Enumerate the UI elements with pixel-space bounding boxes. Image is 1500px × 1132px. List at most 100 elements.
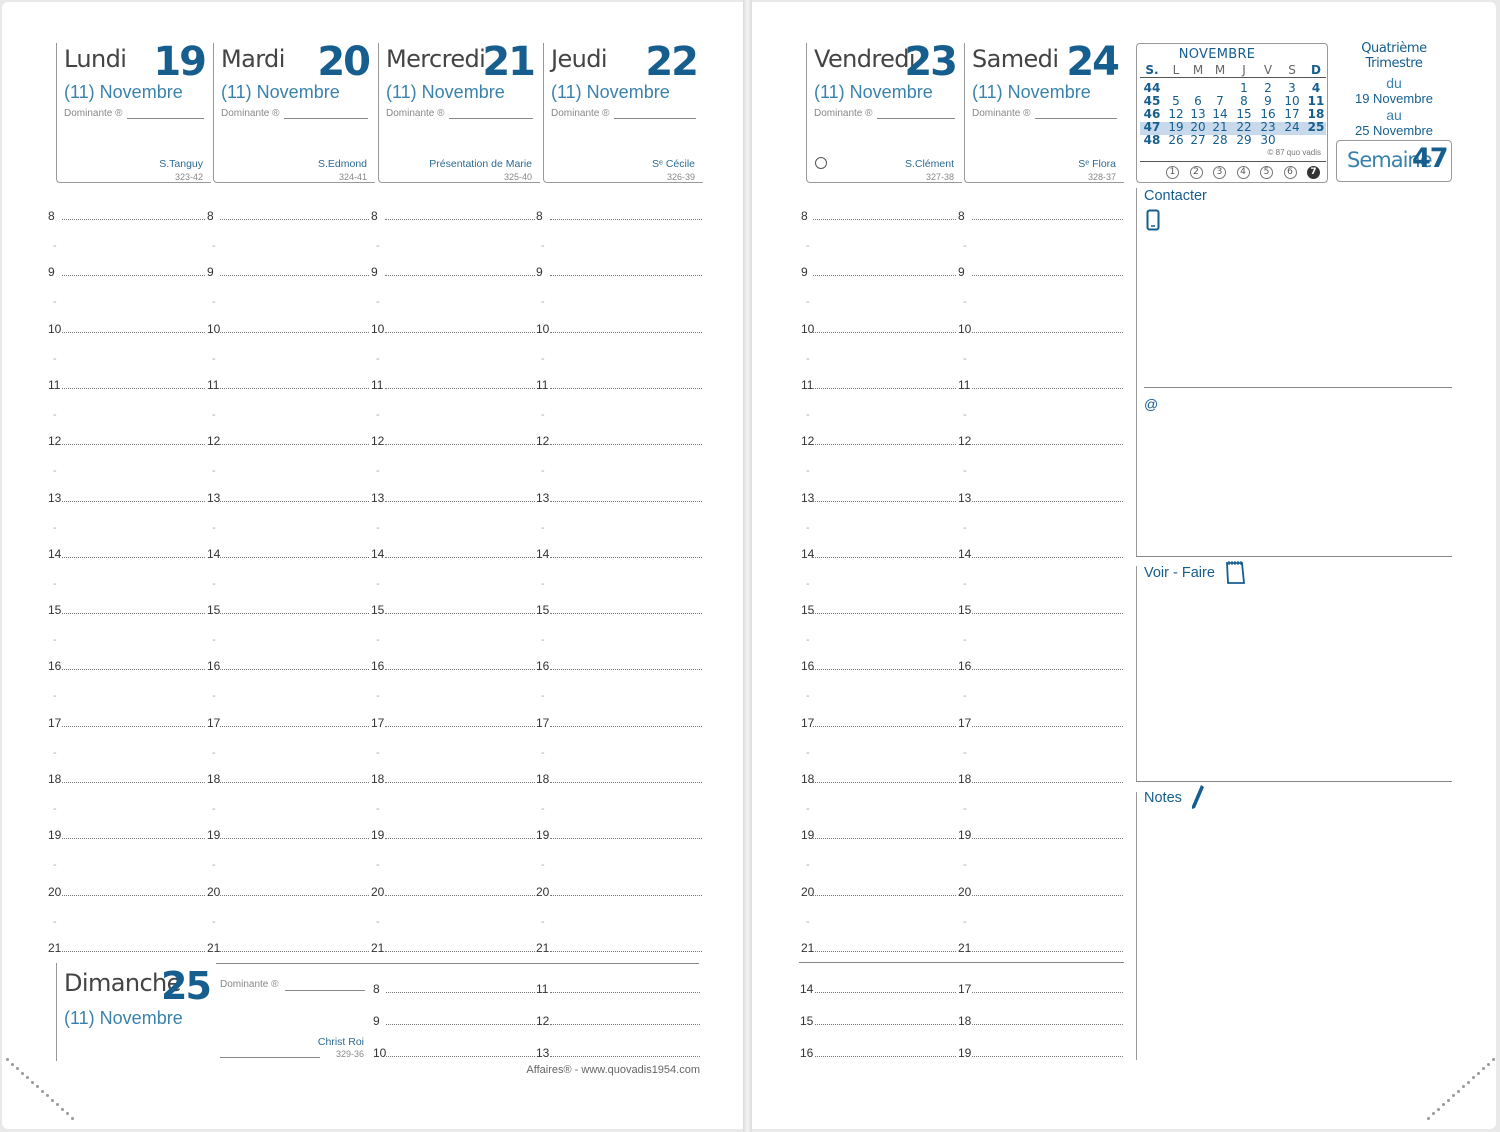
hour-line[interactable] bbox=[220, 613, 369, 614]
hour-line[interactable] bbox=[550, 838, 702, 839]
hour-line[interactable] bbox=[220, 669, 369, 670]
hour-line[interactable] bbox=[972, 951, 1123, 952]
hour-line[interactable] bbox=[813, 951, 956, 952]
short-hour-line[interactable] bbox=[386, 1024, 535, 1025]
calendar-day[interactable]: 13 bbox=[1190, 107, 1206, 121]
short-hour-line[interactable] bbox=[815, 992, 956, 993]
hour-line[interactable] bbox=[220, 501, 369, 502]
hour-line[interactable] bbox=[813, 332, 956, 333]
hour-line[interactable] bbox=[972, 895, 1123, 896]
short-hour-line[interactable] bbox=[550, 992, 700, 993]
hour-line[interactable] bbox=[972, 275, 1123, 276]
hour-line[interactable] bbox=[62, 895, 205, 896]
hour-line[interactable] bbox=[385, 782, 535, 783]
hour-line[interactable] bbox=[550, 388, 702, 389]
calendar-day[interactable]: 1 bbox=[1240, 81, 1248, 95]
hour-line[interactable] bbox=[385, 951, 535, 952]
hour-line[interactable] bbox=[385, 838, 535, 839]
calendar-day[interactable]: 19 bbox=[1168, 120, 1184, 134]
hour-line[interactable] bbox=[550, 895, 702, 896]
hour-line[interactable] bbox=[385, 895, 535, 896]
short-hour-line[interactable] bbox=[386, 1056, 535, 1057]
hour-line[interactable] bbox=[813, 895, 956, 896]
calendar-day[interactable]: 29 bbox=[1236, 133, 1252, 147]
hour-line[interactable] bbox=[220, 275, 369, 276]
hour-line[interactable] bbox=[385, 332, 535, 333]
calendar-day[interactable]: 8 bbox=[1240, 94, 1248, 108]
hour-line[interactable] bbox=[972, 669, 1123, 670]
hour-line[interactable] bbox=[972, 332, 1123, 333]
hour-line[interactable] bbox=[813, 613, 956, 614]
hour-line[interactable] bbox=[813, 557, 956, 558]
calendar-day[interactable]: 20 bbox=[1190, 120, 1206, 134]
hour-line[interactable] bbox=[813, 501, 956, 502]
calendar-day[interactable]: 6 bbox=[1194, 94, 1202, 108]
hour-line[interactable] bbox=[550, 557, 702, 558]
hour-line[interactable] bbox=[813, 444, 956, 445]
hour-line[interactable] bbox=[385, 275, 535, 276]
calendar-day[interactable]: 11 bbox=[1307, 94, 1325, 108]
hour-line[interactable] bbox=[385, 669, 535, 670]
hour-line[interactable] bbox=[62, 501, 205, 502]
hour-line[interactable] bbox=[220, 951, 369, 952]
hour-line[interactable] bbox=[550, 444, 702, 445]
hour-line[interactable] bbox=[972, 726, 1123, 727]
calendar-day[interactable]: 30 bbox=[1260, 133, 1276, 147]
hour-line[interactable] bbox=[220, 332, 369, 333]
hour-line[interactable] bbox=[62, 613, 205, 614]
calendar-day[interactable]: 9 bbox=[1264, 94, 1272, 108]
hour-line[interactable] bbox=[220, 782, 369, 783]
hour-line[interactable] bbox=[972, 613, 1123, 614]
hour-line[interactable] bbox=[220, 219, 369, 220]
hour-line[interactable] bbox=[220, 557, 369, 558]
hour-line[interactable] bbox=[550, 782, 702, 783]
hour-line[interactable] bbox=[550, 219, 702, 220]
calendar-day[interactable]: 10 bbox=[1284, 94, 1300, 108]
hour-line[interactable] bbox=[813, 388, 956, 389]
hour-line[interactable] bbox=[813, 669, 956, 670]
hour-line[interactable] bbox=[385, 501, 535, 502]
calendar-day[interactable]: 25 bbox=[1307, 120, 1325, 134]
hour-line[interactable] bbox=[550, 669, 702, 670]
calendar-day[interactable]: 18 bbox=[1307, 107, 1325, 121]
hour-line[interactable] bbox=[62, 782, 205, 783]
hour-line[interactable] bbox=[220, 388, 369, 389]
hour-line[interactable] bbox=[220, 895, 369, 896]
hour-line[interactable] bbox=[62, 444, 205, 445]
hour-line[interactable] bbox=[972, 501, 1123, 502]
short-hour-line[interactable] bbox=[815, 1024, 956, 1025]
hour-line[interactable] bbox=[550, 613, 702, 614]
hour-line[interactable] bbox=[813, 275, 956, 276]
calendar-day[interactable]: 12 bbox=[1168, 107, 1184, 121]
calendar-day[interactable]: 24 bbox=[1284, 120, 1300, 134]
hour-line[interactable] bbox=[972, 219, 1123, 220]
calendar-day[interactable]: 3 bbox=[1288, 81, 1296, 95]
hour-line[interactable] bbox=[385, 444, 535, 445]
hour-line[interactable] bbox=[550, 275, 702, 276]
calendar-day[interactable]: 7 bbox=[1216, 94, 1224, 108]
short-hour-line[interactable] bbox=[972, 1056, 1123, 1057]
hour-line[interactable] bbox=[385, 613, 535, 614]
hour-line[interactable] bbox=[385, 219, 535, 220]
short-hour-line[interactable] bbox=[972, 992, 1123, 993]
hour-line[interactable] bbox=[972, 838, 1123, 839]
hour-line[interactable] bbox=[813, 726, 956, 727]
hour-line[interactable] bbox=[972, 557, 1123, 558]
hour-line[interactable] bbox=[972, 388, 1123, 389]
short-hour-line[interactable] bbox=[550, 1024, 700, 1025]
calendar-day[interactable]: 4 bbox=[1311, 81, 1321, 95]
hour-line[interactable] bbox=[972, 444, 1123, 445]
hour-line[interactable] bbox=[62, 332, 205, 333]
hour-line[interactable] bbox=[62, 951, 205, 952]
hour-line[interactable] bbox=[62, 669, 205, 670]
calendar-day[interactable]: 28 bbox=[1212, 133, 1228, 147]
hour-line[interactable] bbox=[62, 838, 205, 839]
hour-line[interactable] bbox=[62, 557, 205, 558]
calendar-day[interactable]: 5 bbox=[1172, 94, 1180, 108]
calendar-day[interactable]: 15 bbox=[1236, 107, 1252, 121]
calendar-day[interactable]: 16 bbox=[1260, 107, 1276, 121]
hour-line[interactable] bbox=[813, 782, 956, 783]
calendar-day[interactable]: 14 bbox=[1212, 107, 1228, 121]
hour-line[interactable] bbox=[385, 726, 535, 727]
hour-line[interactable] bbox=[385, 388, 535, 389]
